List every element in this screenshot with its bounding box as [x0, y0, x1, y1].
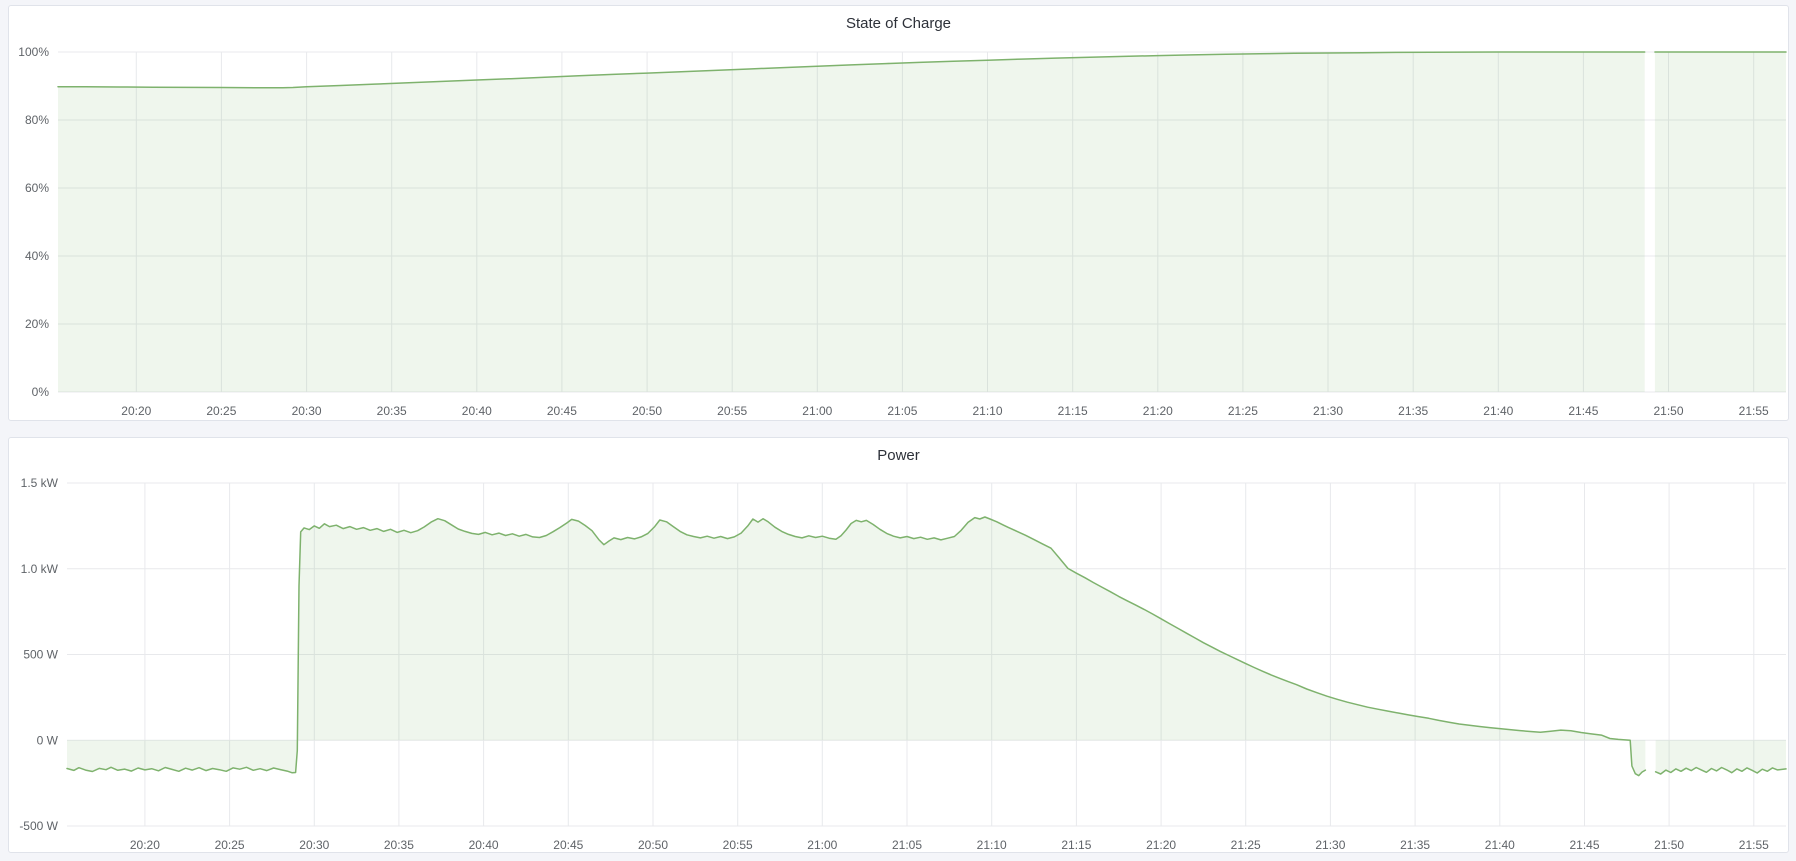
x-tick-label: 20:50 [638, 838, 668, 852]
state-of-charge-chart[interactable]: 100% 80% 60% 40% 20% 0% 20:20 20:25 20:30 20:35 20… [9, 6, 1788, 420]
x-tick-label: 20:25 [215, 838, 245, 852]
x-tick-label: 20:40 [462, 404, 492, 418]
y-tick-label: 40% [25, 249, 49, 263]
x-tick-label: 21:20 [1146, 838, 1176, 852]
x-tick-label: 21:35 [1400, 838, 1430, 852]
series-line [1654, 766, 1787, 775]
series-area [1654, 52, 1786, 392]
x-tick-label: 21:25 [1228, 404, 1258, 418]
series-area [67, 517, 1646, 776]
x-tick-label: 21:40 [1483, 404, 1513, 418]
x-tick-label: 21:25 [1231, 838, 1261, 852]
y-tick-label: 100% [18, 45, 49, 59]
x-tick-label: 20:35 [384, 838, 414, 852]
panel-title-power[interactable]: Power [877, 447, 920, 464]
x-tick-label: 20:45 [547, 404, 577, 418]
y-tick-label: 80% [25, 113, 49, 127]
series-area [1655, 740, 1786, 774]
x-tick-label: 21:10 [972, 404, 1002, 418]
x-tick-label: 20:50 [632, 404, 662, 418]
y-tick-label: 20% [25, 317, 49, 331]
panel-state-of-charge: State of Charge 100% 80% 60% 40% 20% 0% 20:20 2… [8, 5, 1789, 421]
x-tick-label: 20:25 [206, 404, 236, 418]
x-tick-label: 20:20 [121, 404, 151, 418]
panel-power: Power 1.5 kW 1.0 kW 500 W 0 W -500 W 20:20 20:… [8, 437, 1789, 853]
x-tick-label: 21:55 [1739, 404, 1769, 418]
x-tick-label: 20:30 [299, 838, 329, 852]
x-tick-label: 21:50 [1653, 404, 1683, 418]
x-tick-label: 21:10 [977, 838, 1007, 852]
x-tick-label: 20:55 [717, 404, 747, 418]
panel-title-state-of-charge[interactable]: State of Charge [845, 15, 952, 32]
x-tick-label: 20:20 [130, 838, 160, 852]
power-chart[interactable]: 1.5 kW 1.0 kW 500 W 0 W -500 W 20:20 20:25 20:3… [9, 438, 1788, 852]
x-tick-label: 20:40 [469, 838, 499, 852]
x-tick-label: 21:20 [1143, 404, 1173, 418]
series-area [58, 52, 1645, 392]
series-line [57, 51, 1646, 89]
x-tick-label: 21:55 [1739, 838, 1769, 852]
y-tick-label: -500 W [19, 819, 58, 833]
x-tick-label: 21:30 [1315, 838, 1345, 852]
x-tick-label: 21:15 [1061, 838, 1091, 852]
x-tick-label: 21:50 [1654, 838, 1684, 852]
y-tick-label: 1.0 kW [21, 562, 59, 576]
x-tick-label: 21:05 [887, 404, 917, 418]
x-tick-label: 21:35 [1398, 404, 1428, 418]
y-tick-label: 1.5 kW [21, 476, 59, 490]
x-tick-label: 21:05 [892, 838, 922, 852]
x-tick-label: 21:45 [1569, 838, 1599, 852]
x-tick-label: 21:30 [1313, 404, 1343, 418]
x-tick-label: 21:45 [1568, 404, 1598, 418]
y-tick-label: 500 W [23, 648, 58, 662]
x-tick-label: 20:55 [723, 838, 753, 852]
x-tick-label: 20:35 [377, 404, 407, 418]
x-tick-label: 21:00 [807, 838, 837, 852]
x-tick-label: 21:00 [802, 404, 832, 418]
series-line [66, 516, 1647, 777]
y-tick-label: 0 W [37, 733, 59, 747]
y-tick-label: 60% [25, 181, 49, 195]
x-tick-label: 21:15 [1058, 404, 1088, 418]
y-tick-label: 0% [32, 385, 50, 399]
x-tick-label: 21:40 [1485, 838, 1515, 852]
x-tick-label: 20:45 [553, 838, 583, 852]
x-tick-label: 20:30 [292, 404, 322, 418]
